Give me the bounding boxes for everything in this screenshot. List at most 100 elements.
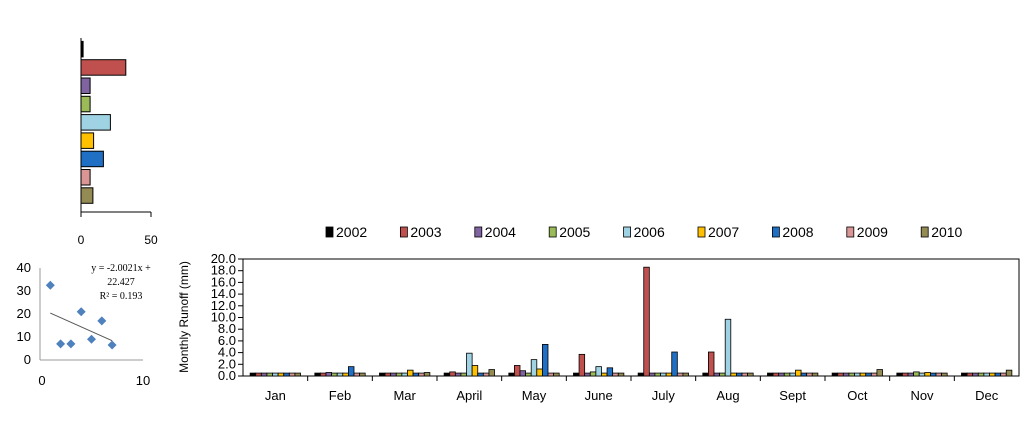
monthly-bar-2007-Oct bbox=[859, 372, 867, 377]
scatter-y-tick-label-2: 20 bbox=[17, 306, 31, 321]
hbar-bar-2002 bbox=[80, 40, 84, 58]
monthly-x-tick-label-April: April bbox=[456, 388, 482, 403]
legend-swatch-2005 bbox=[548, 226, 557, 238]
hbar-bar-2004 bbox=[80, 77, 91, 94]
monthly-bar-2008-April bbox=[477, 372, 484, 377]
legend-label-2005: 2005 bbox=[559, 224, 590, 240]
monthly-bar-2002-April bbox=[443, 372, 451, 377]
monthly-bar-2005-Feb bbox=[331, 372, 338, 377]
monthly-bar-2007-Sept bbox=[795, 369, 802, 377]
monthly-bar-2007-July bbox=[665, 372, 673, 377]
monthly-bar-2004-Aug bbox=[713, 372, 720, 377]
scatter-x-tick-label-1: 10 bbox=[136, 373, 150, 388]
scatter-equation-line-3: R² = 0.193 bbox=[100, 291, 143, 302]
monthly-x-tick-label-Mar: Mar bbox=[393, 388, 416, 403]
scatter-y-tick-label-4: 40 bbox=[17, 260, 31, 275]
scatter-point-5 bbox=[97, 316, 107, 326]
legend: 2002 2003 2004 2005 2006 2007 2008 2009 2010 bbox=[325, 224, 963, 240]
legend-label-2010: 2010 bbox=[931, 224, 962, 240]
monthly-bar-2006-Jan bbox=[272, 372, 279, 377]
scatter-y-tick-label-0: 0 bbox=[24, 352, 31, 367]
monthly-bar-2005-Dec bbox=[977, 372, 985, 377]
monthly-y-tick-label-6: 12.0 bbox=[211, 298, 236, 313]
monthly-bar-2009-Sept bbox=[806, 372, 813, 377]
monthly-y-tick-label-3: 6.0 bbox=[218, 333, 236, 348]
monthly-bar-2002-Mar bbox=[379, 372, 386, 377]
monthly-bar-2004-May bbox=[519, 370, 526, 377]
monthly-bar-2005-Jan bbox=[266, 372, 273, 377]
monthly-bar-2006-May bbox=[530, 359, 538, 377]
monthly-bar-2008-Dec bbox=[994, 372, 1002, 377]
monthly-bar-2002-July bbox=[637, 372, 645, 377]
monthly-bar-2005-Aug bbox=[719, 372, 726, 377]
monthly-y-axis-title: Monthly Runoff (mm) bbox=[177, 261, 191, 373]
monthly-bar-2008-Sept bbox=[800, 372, 808, 377]
monthly-bar-2003-Dec bbox=[966, 372, 974, 377]
hbar-bar-2003 bbox=[80, 59, 127, 76]
monthly-x-tick-label-Nov: Nov bbox=[910, 388, 934, 403]
monthly-bar-2004-Jan bbox=[260, 372, 268, 377]
legend-swatch-2008 bbox=[772, 226, 780, 238]
monthly-bar-2010-Nov bbox=[941, 372, 948, 377]
monthly-bar-2010-Sept bbox=[811, 372, 819, 377]
monthly-bar-2007-Nov bbox=[924, 372, 931, 377]
monthly-bar-2006-Nov bbox=[918, 372, 926, 377]
monthly-bar-2005-Oct bbox=[848, 372, 855, 377]
monthly-bar-2006-Aug bbox=[724, 318, 732, 377]
monthly-bar-2008-Jan bbox=[283, 372, 290, 377]
scatter-trendline bbox=[50, 312, 113, 342]
legend-label-2008: 2008 bbox=[782, 224, 813, 240]
monthly-bar-2009-Jan bbox=[288, 372, 296, 377]
hbar-x-tick-label-0: 0 bbox=[78, 233, 85, 247]
monthly-bar-2006-Oct bbox=[854, 372, 861, 377]
monthly-bar-2004-Sept bbox=[778, 372, 785, 377]
scatter-y-tick-label-3: 30 bbox=[17, 283, 31, 298]
monthly-bar-2005-Mar bbox=[395, 372, 403, 377]
legend-swatch-2010 bbox=[920, 226, 929, 238]
monthly-x-tick-label-Feb: Feb bbox=[329, 388, 351, 403]
monthly-bar-2003-Mar bbox=[384, 372, 392, 377]
monthly-bar-2003-Jan bbox=[255, 372, 262, 377]
legend-swatch-2002 bbox=[325, 226, 334, 238]
monthly-bar-2008-Aug bbox=[736, 372, 743, 377]
monthly-bar-2010-July bbox=[682, 372, 689, 377]
monthly-y-tick-label-5: 10.0 bbox=[211, 310, 236, 325]
legend-label-2002: 2002 bbox=[336, 224, 367, 240]
legend-swatch-2007 bbox=[697, 226, 706, 238]
monthly-bar-2003-Nov bbox=[902, 372, 909, 377]
monthly-bar-2006-April bbox=[466, 352, 473, 377]
monthly-bar-2003-July bbox=[643, 266, 650, 377]
monthly-bar-2007-Jan bbox=[277, 372, 285, 377]
monthly-y-tick-label-7: 14.0 bbox=[211, 286, 236, 301]
monthly-y-tick-label-2: 4.0 bbox=[218, 345, 236, 360]
monthly-bar-2004-Dec bbox=[972, 372, 979, 377]
scatter-point-6 bbox=[107, 340, 117, 350]
monthly-x-tick-label-Oct: Oct bbox=[847, 388, 868, 403]
monthly-bar-2009-Oct bbox=[870, 372, 878, 377]
monthly-bar-2005-Nov bbox=[913, 371, 920, 377]
monthly-bar-2007-Mar bbox=[407, 369, 414, 377]
monthly-bar-2010-Feb bbox=[359, 372, 366, 377]
hbar-x-tick-label-1: 50 bbox=[144, 233, 158, 247]
monthly-bar-2010-Aug bbox=[747, 372, 754, 377]
scatter-y-tick-label-1: 10 bbox=[17, 329, 31, 344]
legend-label-2007: 2007 bbox=[708, 224, 739, 240]
monthly-bar-2002-Jan bbox=[249, 372, 257, 377]
monthly-bar-2005-July bbox=[654, 372, 661, 377]
scatter-point-0 bbox=[45, 280, 55, 290]
monthly-bar-2005-May bbox=[525, 372, 532, 377]
hbar-bar-2006 bbox=[80, 114, 111, 131]
monthly-bar-2003-May bbox=[514, 365, 521, 377]
monthly-bar-2002-June bbox=[573, 372, 580, 377]
scatter-chart: 0 10 20 30 40 0 10 y = -2.0021x + 22.427 R² … bbox=[17, 260, 152, 388]
monthly-plot-border bbox=[242, 258, 1020, 377]
scatter-point-3 bbox=[76, 307, 86, 317]
monthly-bar-2009-Dec bbox=[1000, 372, 1007, 377]
monthly-bar-2010-Oct bbox=[876, 369, 883, 377]
monthly-bar-2006-July bbox=[660, 372, 667, 377]
monthly-bar-2003-Oct bbox=[837, 372, 844, 377]
monthly-bar-2010-April bbox=[488, 369, 495, 377]
legend-swatch-2004 bbox=[474, 226, 483, 238]
legend-swatch-2003 bbox=[399, 226, 408, 238]
